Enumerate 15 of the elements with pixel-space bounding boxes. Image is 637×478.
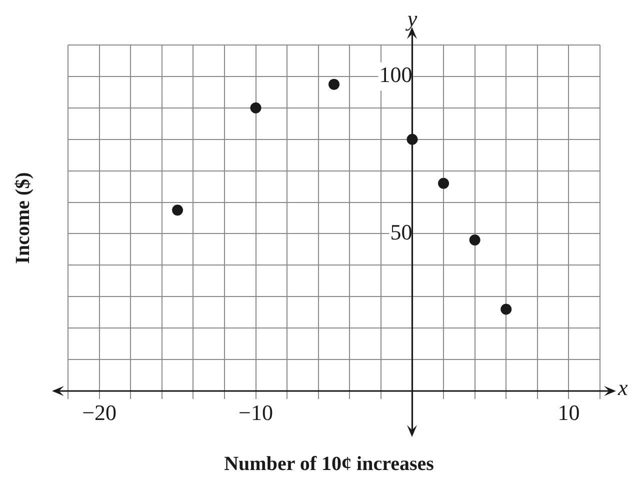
point (438, 178, 450, 189)
point (500, 304, 512, 315)
y-tick-label: 50 (390, 220, 412, 245)
point (250, 102, 262, 114)
x-tick-label: −10 (238, 400, 273, 425)
text: x (617, 374, 628, 400)
y-axis-title: Income ($) (12, 172, 34, 264)
text: y (405, 6, 418, 31)
x-tick-label: −20 (82, 400, 117, 425)
x-tick-label: 10 (558, 400, 580, 425)
point (469, 234, 480, 246)
y-tick-label: 100 (379, 62, 412, 88)
point (328, 78, 340, 90)
x-axis-title: Number of 10¢ increases (224, 453, 434, 476)
point (172, 204, 184, 216)
